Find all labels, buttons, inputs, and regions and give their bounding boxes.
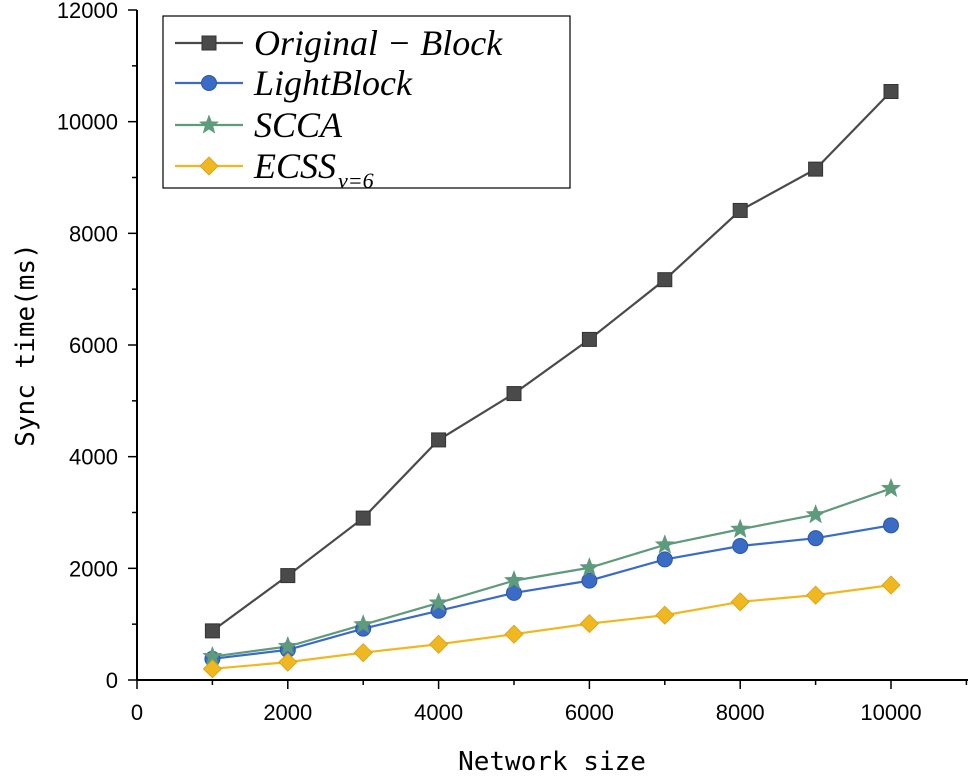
y-tick-label: 10000 [57, 110, 118, 135]
data-point [506, 584, 522, 601]
data-point [880, 477, 902, 498]
data-point [280, 568, 296, 584]
tick-labels: 0 2000 4000 6000 8000 10000 0 2000 4000 6000 8000 1… [57, 0, 922, 725]
data-point [805, 504, 826, 524]
data-point [732, 202, 748, 218]
x-tick-label: 10000 [860, 700, 921, 725]
data-point [202, 659, 222, 679]
data-point [657, 272, 673, 288]
data-point [277, 635, 298, 656]
data-point [278, 652, 298, 672]
y-tick-label: 2000 [69, 556, 118, 581]
x-axis-title: Network size [458, 747, 646, 777]
legend-label: SCCA [254, 105, 343, 145]
data-point [353, 643, 373, 663]
data-point [656, 551, 673, 568]
legend-marker [201, 35, 217, 51]
data-point [808, 161, 824, 177]
data-point [504, 624, 524, 644]
data-point [353, 614, 374, 634]
legend-label-subscript: v=6 [338, 168, 374, 193]
data-point [883, 517, 899, 534]
legend-marker [201, 75, 217, 91]
y-tick-label: 6000 [69, 333, 118, 358]
data-point [506, 386, 522, 402]
x-tick-label: 8000 [716, 700, 765, 725]
data-point [503, 569, 525, 590]
series-line-1 [212, 524, 892, 660]
data-point [655, 605, 675, 625]
data-point [579, 557, 600, 577]
y-tick-label: 4000 [69, 445, 118, 470]
data-point [581, 572, 598, 589]
series-markers [202, 84, 902, 679]
data-point [881, 575, 901, 595]
legend-label: LightBlock [253, 63, 413, 103]
y-axis-title: Sync time(ms) [11, 243, 41, 447]
data-point [732, 538, 749, 554]
x-tick-label: 2000 [263, 700, 312, 725]
data-point [429, 634, 449, 654]
axis-ticks [128, 9, 968, 689]
data-point [730, 518, 751, 538]
legend-label: Original − Block [254, 23, 503, 63]
legend-label: ECSS [253, 146, 336, 186]
y-tick-label: 8000 [69, 221, 118, 246]
data-point [730, 592, 750, 612]
data-point [807, 530, 824, 547]
x-tick-label: 4000 [414, 700, 463, 725]
series-line-3 [212, 583, 892, 670]
data-point [654, 534, 675, 554]
data-point [581, 331, 597, 347]
legend-box [162, 15, 571, 189]
data-point [431, 432, 447, 448]
data-point [883, 84, 899, 100]
data-point [204, 623, 220, 639]
y-tick-label: 12000 [57, 0, 118, 23]
x-tick-label: 6000 [565, 700, 614, 725]
data-point [428, 592, 449, 612]
series-line-2 [212, 487, 892, 658]
legend-marker [199, 156, 219, 176]
x-tick-label: 0 [131, 700, 143, 725]
data-point [579, 614, 599, 634]
y-tick-label: 0 [106, 668, 118, 693]
data-point [806, 585, 826, 605]
series-line-0 [211, 90, 892, 632]
legend-marker [198, 114, 220, 134]
series-lines [211, 90, 892, 670]
data-point [355, 510, 371, 526]
